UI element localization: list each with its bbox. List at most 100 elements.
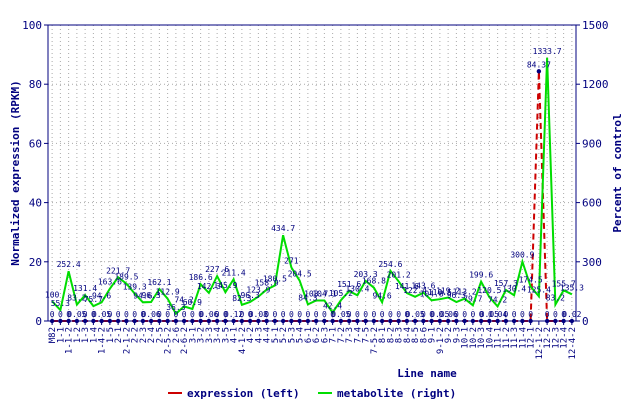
expression-data-label: 0 xyxy=(520,310,525,319)
expression-data-label: 0 xyxy=(83,310,88,319)
x-tick-label: 12-3 xyxy=(551,327,561,349)
metabolite-data-label: 157.3 xyxy=(494,279,518,288)
expression-data-label: 0 xyxy=(314,310,319,319)
legend-label-metabolite: metabolite (right) xyxy=(337,387,456,400)
x-tick-label: 3-4 xyxy=(213,327,223,343)
x-tick-label: 2-6-2 xyxy=(180,327,190,354)
x-tick-label: 7-5 xyxy=(362,327,372,343)
metabolite-data-label: 79.7 xyxy=(463,294,482,303)
metabolite-data-label: 55.3 xyxy=(51,299,70,308)
metabolite-data-label: 142.3 xyxy=(197,282,221,291)
x-tick-label: 1-3 xyxy=(81,327,91,343)
x-tick-label: 5-2 xyxy=(279,327,289,343)
metabolite-data-label: 254.6 xyxy=(378,260,402,269)
metabolite-data-label: 96.3 xyxy=(447,291,466,300)
metabolite-data-label: 119.2 xyxy=(436,286,460,295)
x-axis-title: Line name xyxy=(397,367,457,380)
x-tick-label: 4-1-2 xyxy=(238,327,248,354)
expression-data-label: 0 xyxy=(91,310,96,319)
x-tick-label: 1-2 xyxy=(73,327,83,343)
x-tick-label: 1-5 xyxy=(106,327,116,343)
metabolite-data-label: 271 xyxy=(284,257,299,266)
x-tick-label: 2-1-2 xyxy=(122,327,132,354)
metabolite-data-label: 162.1 xyxy=(147,278,171,287)
metabolite-data-label: 131.4 xyxy=(73,284,97,293)
legend: expression (left) metabolite (right) xyxy=(168,387,456,400)
metabolite-data-label: 83.2 xyxy=(67,294,86,303)
expression-data-label: 0 xyxy=(421,310,426,319)
x-tick-label: 11-4 xyxy=(518,327,528,349)
x-tick-label: 2-5 xyxy=(155,327,165,343)
data-labels: 0 0 00.050 00.050 0 0 0 00.060 0 0 0 0 00.060 00.120 0… xyxy=(45,47,584,319)
expression-data-label: 0 xyxy=(66,310,71,319)
metabolite-data-label: 145.9 xyxy=(213,281,237,290)
expression-data-label: 0 xyxy=(363,310,368,319)
y-axis-right-title: Percent of control xyxy=(611,113,624,232)
metabolite-data-label: 104.8 xyxy=(420,289,444,298)
expression-data-label: 0 xyxy=(239,310,244,319)
metabolite-data-label: 186.6 xyxy=(189,273,213,282)
metabolite-data-label: 300.9 xyxy=(510,251,534,260)
x-tick-label: 5-1 xyxy=(271,327,281,343)
expression-data-label: 0.04 xyxy=(488,310,507,319)
x-tick-label: 5-4 xyxy=(296,327,306,343)
y-right-tick-label: 300 xyxy=(582,256,602,269)
x-tick-label: 7-2 xyxy=(337,327,347,343)
expression-data-label: 0 xyxy=(173,310,178,319)
metabolite-data-label: 1333.7 xyxy=(533,47,562,56)
x-tick-label: 11-1 xyxy=(494,327,504,349)
expression-data-label: 0.05 xyxy=(67,310,86,319)
expression-data-label: 0 xyxy=(140,310,145,319)
expression-data-label: 0 xyxy=(404,310,409,319)
metabolite-data-label: 100 xyxy=(45,290,60,299)
x-tick-label: 3-5 xyxy=(221,327,231,343)
metabolite-data-label: 113.2 xyxy=(453,288,477,297)
metabolite-data-label: 82.3 xyxy=(232,294,251,303)
x-tick-label: 12-4 xyxy=(560,327,570,349)
x-tick-label: 8-6 xyxy=(419,327,429,343)
y-left-tick-label: 60 xyxy=(29,137,42,150)
y-right-tick-label: 1500 xyxy=(582,19,609,32)
expression-data-label: 0.06 xyxy=(141,310,160,319)
x-tick-label: 8-4 xyxy=(403,327,413,343)
metabolite-data-label: 252.4 xyxy=(57,260,81,269)
expression-data-label: 0 xyxy=(330,310,335,319)
expression-data-label: 0.06 xyxy=(438,310,457,319)
metabolite-data-label: 103.7 xyxy=(304,290,328,299)
metabolite-data-label: 125.4 xyxy=(527,285,551,294)
x-tick-label: 10-1 xyxy=(461,327,471,349)
expression-data-label: 0 xyxy=(371,310,376,319)
x-tick-label: 2-4 xyxy=(147,327,157,343)
expression-data-label: 0 xyxy=(132,310,137,319)
metabolite-data-label: 36.3 xyxy=(166,303,185,312)
metabolite-data-label: 163.6 xyxy=(98,278,122,287)
x-tick-label: 4-1 xyxy=(230,327,240,343)
x-tick-label: 1-4-2 xyxy=(98,327,108,354)
expression-data-label: 0 xyxy=(396,310,401,319)
expression-data-label: 0 xyxy=(116,310,121,319)
metabolite-data-label: 434.7 xyxy=(271,224,295,233)
metabolite-data-label: 83.2 xyxy=(546,294,565,303)
metabolite-data-label: 204.5 xyxy=(288,270,312,279)
y-left-tick-label: 100 xyxy=(22,19,42,32)
y-right-tick-label: 1200 xyxy=(582,78,609,91)
expression-data-label: 0 xyxy=(388,310,393,319)
plot-area xyxy=(48,25,576,321)
x-tick-label: 2-1 xyxy=(114,327,124,343)
expression-data-label: 0 xyxy=(182,310,187,319)
y-axis-left-title: Normalized expression (RPKM) xyxy=(9,80,22,265)
expression-data-label: 84.37 xyxy=(527,60,551,69)
metabolite-data-label: 96.3 xyxy=(141,291,160,300)
x-tick-label: 10-2 xyxy=(469,327,479,349)
expression-data-label: 0 xyxy=(553,310,558,319)
metabolite-data-label: 143.6 xyxy=(411,282,435,291)
x-tick-label: 2-5-2 xyxy=(164,327,174,354)
plot-frame xyxy=(47,24,577,322)
expression-data-label: 0 xyxy=(322,310,327,319)
expression-data-label: 0 xyxy=(198,310,203,319)
x-tick-label: 4-2 xyxy=(246,327,256,343)
metabolite-data-label: 221.7 xyxy=(106,266,130,275)
x-tick-label: 12-2 xyxy=(543,327,553,349)
expression-data-label: 0 xyxy=(165,310,170,319)
